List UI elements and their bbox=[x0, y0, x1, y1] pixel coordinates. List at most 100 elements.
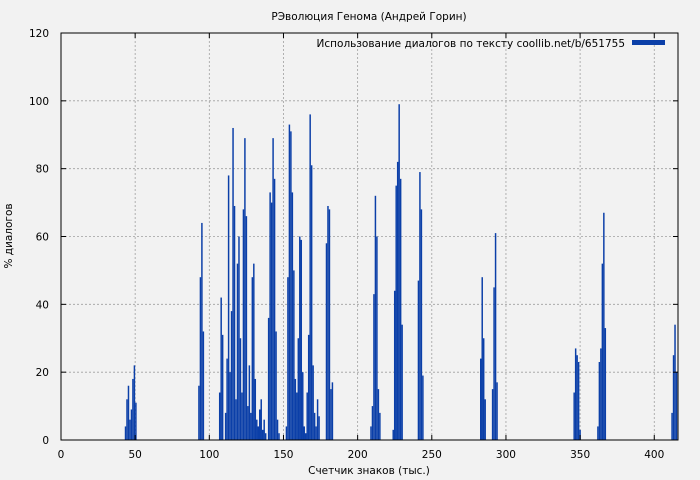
bar bbox=[290, 131, 292, 441]
bar bbox=[278, 433, 280, 440]
bar bbox=[392, 429, 394, 440]
bars bbox=[124, 104, 678, 441]
bar bbox=[227, 175, 230, 440]
bar bbox=[422, 375, 424, 440]
bar bbox=[133, 365, 136, 440]
y-tick-label: 100 bbox=[29, 96, 49, 108]
y-tick-label: 20 bbox=[36, 367, 49, 379]
bar bbox=[675, 372, 678, 440]
bar bbox=[127, 385, 130, 440]
bar bbox=[229, 372, 231, 440]
bar bbox=[331, 382, 334, 440]
bar bbox=[327, 205, 329, 440]
legend: Использование диалогов по тексту coollib… bbox=[317, 38, 665, 50]
bar bbox=[304, 433, 307, 440]
bar bbox=[307, 334, 310, 440]
bar bbox=[494, 233, 497, 440]
bar bbox=[261, 429, 264, 440]
bar bbox=[256, 419, 258, 440]
y-tick-label: 80 bbox=[36, 164, 49, 176]
bar bbox=[297, 338, 300, 440]
bar bbox=[251, 277, 254, 440]
bar bbox=[318, 416, 320, 440]
bar bbox=[245, 216, 248, 440]
legend-swatch bbox=[632, 40, 665, 45]
bar bbox=[293, 270, 295, 440]
bar bbox=[132, 378, 134, 440]
legend-label: Использование диалогов по тексту coollib… bbox=[317, 38, 625, 50]
bar bbox=[272, 138, 274, 440]
bar bbox=[296, 392, 298, 440]
bar bbox=[481, 277, 483, 440]
bar bbox=[269, 192, 271, 440]
bar bbox=[220, 297, 222, 440]
bar bbox=[309, 114, 311, 441]
chart-title: РЭволюция Генома (Андрей Горин) bbox=[271, 11, 466, 23]
bar bbox=[674, 324, 676, 440]
bar bbox=[276, 419, 279, 440]
bar bbox=[250, 412, 252, 440]
bar bbox=[374, 195, 377, 440]
bar bbox=[226, 358, 228, 440]
bar bbox=[233, 205, 236, 440]
y-tick-label: 60 bbox=[36, 232, 49, 244]
bar bbox=[328, 209, 331, 440]
bar bbox=[398, 104, 400, 440]
bar bbox=[417, 280, 420, 440]
bar bbox=[288, 124, 291, 440]
bar bbox=[395, 185, 397, 441]
bar bbox=[221, 334, 224, 440]
bar bbox=[597, 426, 599, 440]
bar bbox=[604, 328, 607, 440]
bar bbox=[241, 392, 243, 440]
bar bbox=[202, 331, 205, 440]
bar bbox=[238, 236, 240, 440]
bar bbox=[313, 412, 316, 440]
x-axis-ticks: 0 50 100 150 200 250 300 350 400 bbox=[58, 33, 664, 461]
bar bbox=[285, 426, 288, 440]
bar bbox=[236, 263, 239, 440]
bar bbox=[287, 277, 289, 440]
bar bbox=[579, 429, 581, 440]
bar bbox=[135, 402, 137, 440]
bar bbox=[291, 192, 294, 440]
bar bbox=[574, 348, 577, 440]
x-axis-label: Счетчик знаков (тыс.) bbox=[308, 465, 430, 477]
bar bbox=[325, 243, 328, 440]
bar bbox=[299, 236, 301, 440]
bar bbox=[306, 392, 308, 440]
x-tick-label: 250 bbox=[422, 449, 442, 461]
bar bbox=[420, 209, 423, 440]
bar bbox=[126, 399, 128, 440]
bar bbox=[482, 338, 485, 440]
bar bbox=[603, 212, 605, 440]
bar bbox=[130, 409, 133, 440]
bar bbox=[270, 202, 273, 440]
bar bbox=[373, 294, 375, 440]
x-tick-label: 50 bbox=[128, 449, 141, 461]
bar bbox=[235, 399, 237, 440]
bar bbox=[401, 324, 403, 440]
y-axis-ticks: 0 20 40 60 80 100 120 bbox=[29, 28, 678, 447]
bar bbox=[496, 382, 498, 440]
bar bbox=[267, 317, 270, 440]
bar bbox=[230, 311, 233, 440]
bar bbox=[218, 392, 221, 440]
x-tick-label: 150 bbox=[273, 449, 293, 461]
bar bbox=[242, 209, 245, 440]
bar bbox=[330, 389, 332, 441]
bar bbox=[399, 178, 402, 440]
bar bbox=[244, 138, 246, 440]
bar bbox=[315, 426, 317, 440]
bar bbox=[371, 406, 374, 440]
x-tick-label: 0 bbox=[58, 449, 65, 461]
bar bbox=[302, 372, 304, 440]
x-tick-label: 350 bbox=[570, 449, 590, 461]
bar bbox=[239, 338, 242, 440]
bar bbox=[198, 385, 200, 440]
bar bbox=[254, 378, 257, 440]
y-axis-label: % диалогов bbox=[3, 203, 15, 268]
bar bbox=[300, 239, 303, 440]
bar bbox=[671, 412, 673, 440]
